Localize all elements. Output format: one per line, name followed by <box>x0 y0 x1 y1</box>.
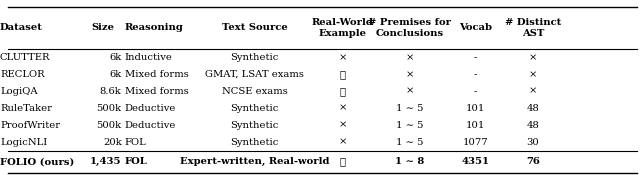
Text: -: - <box>474 70 477 79</box>
Text: 76: 76 <box>526 157 540 166</box>
Text: FOL: FOL <box>125 157 148 166</box>
Text: ×: × <box>529 53 537 62</box>
Text: Reasoning: Reasoning <box>125 23 184 33</box>
Text: 4351: 4351 <box>461 157 489 166</box>
Text: FOL: FOL <box>125 138 147 146</box>
Text: 500k: 500k <box>97 104 122 113</box>
Text: Deductive: Deductive <box>125 104 176 113</box>
Text: ×: × <box>405 87 414 96</box>
Text: 1 ∼ 5: 1 ∼ 5 <box>396 138 423 146</box>
Text: 48: 48 <box>526 104 540 113</box>
Text: 1,435: 1,435 <box>90 157 122 166</box>
Text: ×: × <box>338 138 347 146</box>
Text: ×: × <box>338 104 347 113</box>
Text: ×: × <box>529 87 537 96</box>
Text: Real-World
Example: Real-World Example <box>312 18 373 38</box>
Text: Inductive: Inductive <box>125 53 173 62</box>
Text: # Distinct
AST: # Distinct AST <box>505 18 561 38</box>
Text: 101: 101 <box>465 104 485 113</box>
Text: Mixed forms: Mixed forms <box>125 70 189 79</box>
Text: Expert-written, Real-world: Expert-written, Real-world <box>180 157 329 166</box>
Text: Vocab: Vocab <box>459 23 492 33</box>
Text: GMAT, LSAT exams: GMAT, LSAT exams <box>205 70 304 79</box>
Text: Synthetic: Synthetic <box>230 121 278 130</box>
Text: Synthetic: Synthetic <box>230 104 278 113</box>
Text: Size: Size <box>91 23 114 33</box>
Text: ✓: ✓ <box>339 87 346 96</box>
Text: Mixed forms: Mixed forms <box>125 87 189 96</box>
Text: NCSE exams: NCSE exams <box>221 87 287 96</box>
Text: ✓: ✓ <box>339 70 346 79</box>
Text: 8.6k: 8.6k <box>100 87 122 96</box>
Text: ×: × <box>338 121 347 130</box>
Text: 1 ∼ 8: 1 ∼ 8 <box>395 157 424 166</box>
Text: 6k: 6k <box>109 70 122 79</box>
Text: Dataset: Dataset <box>0 23 43 33</box>
Text: LogicNLI: LogicNLI <box>0 138 47 146</box>
Text: CLUTTER: CLUTTER <box>0 53 51 62</box>
Text: RuleTaker: RuleTaker <box>0 104 52 113</box>
Text: 1 ∼ 5: 1 ∼ 5 <box>396 121 423 130</box>
Text: 500k: 500k <box>97 121 122 130</box>
Text: 1077: 1077 <box>462 138 488 146</box>
Text: -: - <box>474 53 477 62</box>
Text: 1 ∼ 5: 1 ∼ 5 <box>396 104 423 113</box>
Text: # Premises for
Conclusions: # Premises for Conclusions <box>368 18 451 38</box>
Text: Deductive: Deductive <box>125 121 176 130</box>
Text: 101: 101 <box>465 121 485 130</box>
Text: Synthetic: Synthetic <box>230 138 278 146</box>
Text: ×: × <box>405 53 414 62</box>
Text: ProofWriter: ProofWriter <box>0 121 60 130</box>
Text: RECLOR: RECLOR <box>0 70 45 79</box>
Text: Text Source: Text Source <box>221 23 287 33</box>
Text: ×: × <box>338 53 347 62</box>
Text: LogiQA: LogiQA <box>0 87 38 96</box>
Text: ×: × <box>405 70 414 79</box>
Text: -: - <box>474 87 477 96</box>
Text: 6k: 6k <box>109 53 122 62</box>
Text: 48: 48 <box>526 121 540 130</box>
Text: 20k: 20k <box>103 138 122 146</box>
Text: 30: 30 <box>527 138 539 146</box>
Text: Synthetic: Synthetic <box>230 53 278 62</box>
Text: ×: × <box>529 70 537 79</box>
Text: FOLIO (ours): FOLIO (ours) <box>0 157 74 166</box>
Text: ✓: ✓ <box>339 157 346 166</box>
